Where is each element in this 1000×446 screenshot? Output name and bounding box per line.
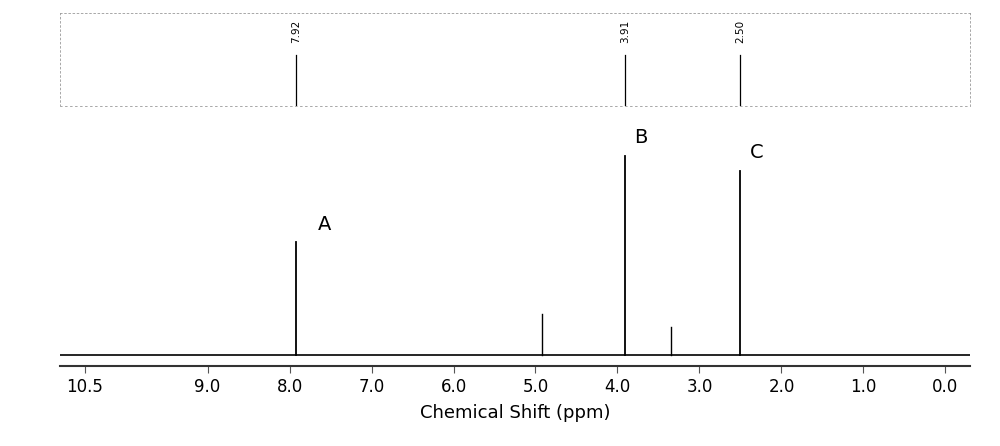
Text: 3.91: 3.91 [620, 20, 630, 43]
Text: B: B [635, 128, 648, 147]
Text: C: C [750, 143, 764, 162]
Text: 2.50: 2.50 [735, 20, 745, 43]
Text: 7.92: 7.92 [291, 20, 301, 43]
X-axis label: Chemical Shift (ppm): Chemical Shift (ppm) [420, 404, 610, 422]
Text: A: A [318, 215, 331, 234]
